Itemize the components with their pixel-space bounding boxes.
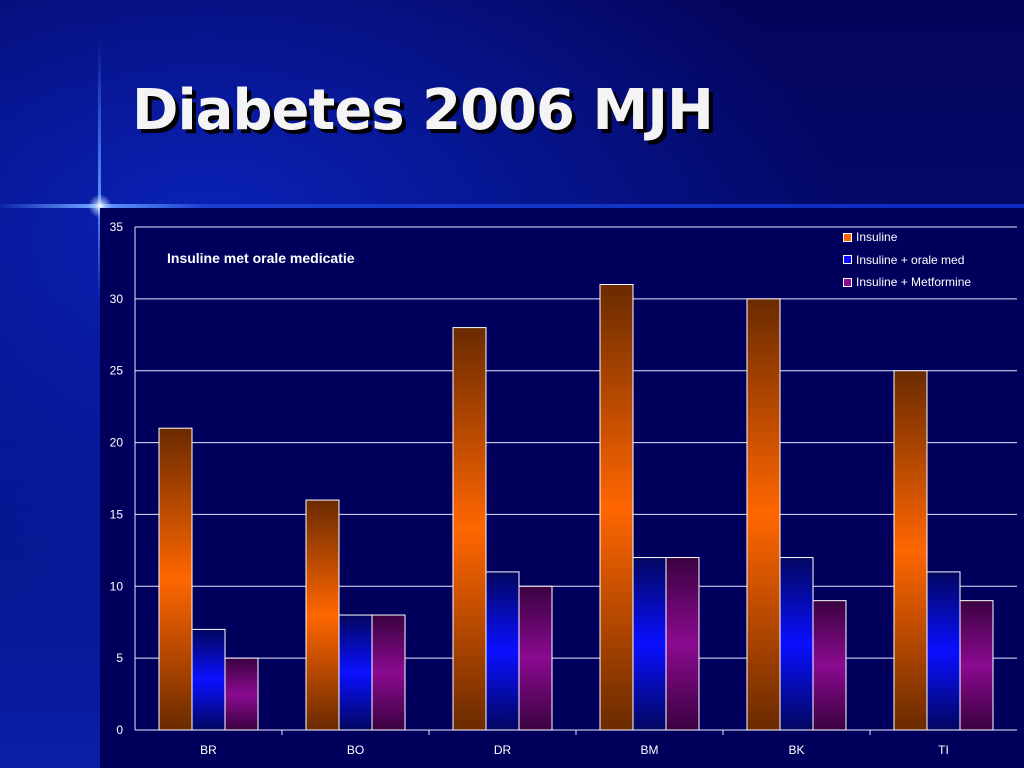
y-tick-label: 15: [110, 507, 124, 521]
bar-dr-series-2: [485, 571, 520, 731]
y-tick-label: 5: [116, 651, 123, 665]
legend-label: Insuline: [856, 230, 898, 245]
x-tick-label: DR: [494, 743, 512, 757]
x-tick-label: BR: [200, 743, 217, 757]
bar-ti-series-3: [959, 600, 994, 731]
legend-swatch: [843, 255, 852, 265]
bar-ti-series-1: [893, 370, 928, 731]
legend-label: Insuline + orale med: [856, 252, 965, 267]
bar-bm-series-2: [632, 557, 667, 731]
chart-legend: Insuline Insuline + orale med Insuline + M…: [843, 226, 1017, 294]
legend-swatch: [843, 232, 852, 242]
legend-item: Insuline + orale med: [843, 249, 1017, 272]
bar-dr-series-1: [452, 327, 487, 731]
x-tick-label: BK: [788, 743, 804, 757]
decorative-horizontal-line: [0, 204, 1024, 208]
bar-bk-series-3: [812, 600, 847, 731]
bar-bm-series-1: [599, 283, 634, 731]
y-tick-label: 0: [116, 723, 123, 737]
chart-panel: 0 5 10 15 20 25 30 35 BR BO DR BM BK TI Insuline met o…: [100, 208, 1024, 768]
legend-swatch: [843, 277, 852, 287]
legend-item: Insuline: [843, 226, 1017, 249]
x-tick-label: BM: [641, 743, 659, 757]
decorative-vertical-line: [98, 40, 101, 300]
bar-ti-series-2: [926, 571, 961, 731]
bar-dr-series-3: [518, 585, 553, 731]
bar-bo-series-2: [338, 614, 373, 731]
bar-br-series-2: [191, 628, 226, 731]
y-tick-label: 30: [110, 292, 124, 306]
bar-bm-series-3: [665, 557, 700, 731]
bar-chart: 0 5 10 15 20 25 30 35 BR BO DR BM BK TI Insuline met o…: [110, 220, 1017, 757]
bar-bo-series-1: [305, 499, 340, 731]
bar-br-series-1: [158, 427, 193, 731]
bar-bo-series-3: [371, 614, 406, 731]
bar-br-series-3: [224, 657, 259, 731]
x-tick-label: BO: [347, 743, 364, 757]
x-tick-label: TI: [938, 743, 949, 757]
y-tick-label: 25: [110, 364, 124, 378]
slide-title: Diabetes 2006 MJH: [132, 78, 714, 143]
bar-bk-series-2: [779, 557, 814, 731]
y-tick-label: 35: [110, 220, 124, 234]
bar-bk-series-1: [746, 298, 781, 731]
legend-label: Insuline + Metformine: [856, 275, 972, 290]
y-tick-label: 10: [110, 579, 124, 593]
y-tick-label: 20: [110, 436, 124, 450]
legend-item: Insuline + Metformine: [843, 271, 1017, 294]
chart-title: Insuline met orale medicatie: [167, 250, 355, 266]
